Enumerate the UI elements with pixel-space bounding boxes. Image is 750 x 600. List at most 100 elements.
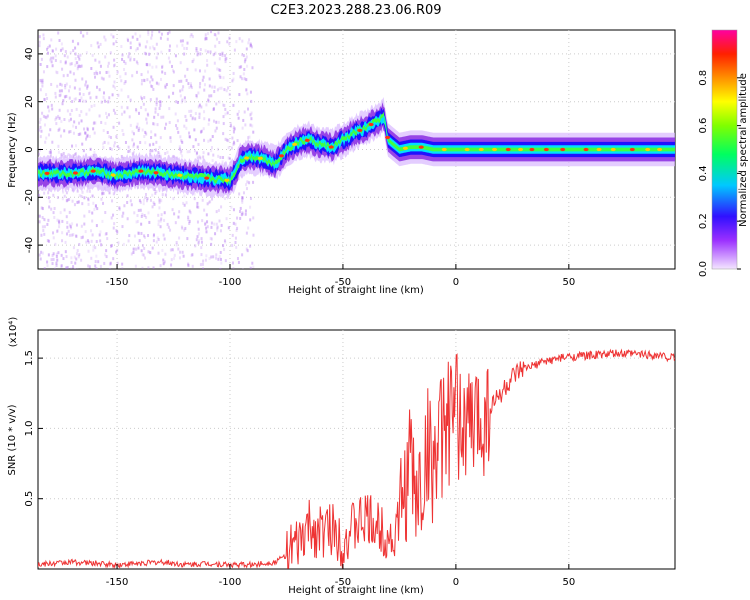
noise-speck: [247, 136, 250, 140]
noise-speck: [154, 110, 157, 114]
spectral-peak: [596, 147, 602, 152]
noise-speck: [243, 67, 246, 71]
colorbar-tick-label: 0.0: [698, 261, 709, 277]
noise-speck: [39, 117, 42, 121]
noise-speck: [43, 267, 46, 269]
noise-speck: [148, 220, 151, 224]
spectral-peak: [244, 156, 250, 160]
noise-speck: [212, 106, 215, 110]
noise-speck: [69, 225, 72, 229]
noise-speck: [50, 258, 53, 262]
noise-speck: [219, 250, 222, 254]
noise-speck: [205, 226, 208, 230]
noise-speck: [237, 110, 240, 114]
noise-speck: [171, 208, 174, 212]
noise-speck: [239, 216, 242, 220]
noise-speck: [81, 77, 84, 81]
noise-speck: [200, 240, 203, 244]
noise-speck: [127, 145, 130, 149]
noise-speck: [83, 222, 86, 226]
noise-speck: [207, 122, 210, 126]
noise-speck: [126, 37, 129, 41]
noise-speck: [49, 128, 52, 132]
noise-speck: [81, 142, 84, 146]
noise-speck: [63, 208, 66, 212]
noise-speck: [204, 37, 207, 41]
noise-speck: [133, 234, 136, 238]
noise-speck: [72, 154, 75, 158]
noise-speck: [218, 100, 221, 104]
noise-speck: [231, 79, 234, 83]
noise-speck: [192, 58, 195, 62]
noise-speck: [175, 124, 178, 128]
noise-speck: [219, 257, 222, 261]
noise-speck: [242, 72, 245, 76]
noise-speck: [90, 256, 93, 260]
noise-speck: [116, 230, 119, 234]
noise-speck: [248, 38, 251, 42]
noise-speck: [79, 99, 82, 103]
noise-speck: [210, 30, 213, 34]
noise-speck: [85, 135, 88, 139]
noise-speck: [132, 132, 135, 136]
noise-speck: [242, 118, 245, 122]
noise-speck: [118, 207, 121, 211]
noise-speck: [65, 232, 68, 236]
noise-speck: [206, 59, 209, 63]
noise-speck: [97, 260, 100, 264]
noise-speck: [173, 253, 176, 257]
noise-speck: [42, 114, 45, 118]
noise-speck: [140, 249, 143, 253]
noise-speck: [112, 108, 115, 112]
noise-speck: [161, 193, 164, 197]
noise-speck: [232, 142, 235, 146]
noise-speck: [95, 268, 98, 269]
noise-speck: [54, 95, 57, 99]
noise-speck: [68, 130, 71, 134]
noise-speck: [112, 64, 115, 68]
noise-speck: [121, 57, 124, 61]
noise-speck: [47, 196, 50, 200]
noise-speck: [241, 198, 244, 202]
noise-speck: [132, 247, 135, 251]
snr-y-ticks: 0.5 1.0 1.5: [24, 350, 43, 507]
noise-speck: [164, 84, 167, 88]
noise-speck: [85, 137, 88, 141]
noise-speck: [44, 140, 47, 144]
noise-speck: [60, 42, 63, 46]
noise-speck: [197, 91, 200, 95]
noise-speck: [198, 112, 201, 116]
noise-speck: [232, 130, 235, 134]
noise-speck: [98, 71, 101, 75]
noise-speck: [135, 220, 138, 224]
noise-speck: [180, 79, 183, 83]
noise-speck: [76, 268, 79, 269]
noise-speck: [74, 78, 77, 82]
noise-speck: [126, 194, 129, 198]
noise-speck: [61, 102, 64, 106]
noise-speck: [240, 65, 243, 69]
noise-speck: [241, 268, 244, 269]
noise-speck: [152, 122, 155, 126]
noise-speck: [183, 52, 186, 56]
noise-speck: [221, 54, 224, 58]
noise-speck: [175, 241, 178, 245]
noise-speck: [113, 58, 116, 62]
noise-speck: [58, 108, 61, 112]
noise-speck: [187, 262, 190, 266]
y-tick-label: -20: [24, 189, 35, 205]
noise-speck: [224, 60, 227, 64]
noise-speck: [212, 119, 215, 123]
noise-speck: [46, 260, 49, 264]
noise-speck: [139, 200, 142, 204]
noise-speck: [170, 263, 173, 267]
noise-speck: [205, 213, 208, 217]
noise-speck: [71, 222, 74, 226]
y-tick-label: -40: [24, 237, 35, 253]
noise-speck: [196, 205, 199, 209]
noise-speck: [152, 87, 155, 91]
noise-speck: [43, 97, 46, 101]
noise-speck: [192, 145, 195, 149]
noise-speck: [86, 84, 89, 88]
noise-speck: [69, 130, 72, 134]
